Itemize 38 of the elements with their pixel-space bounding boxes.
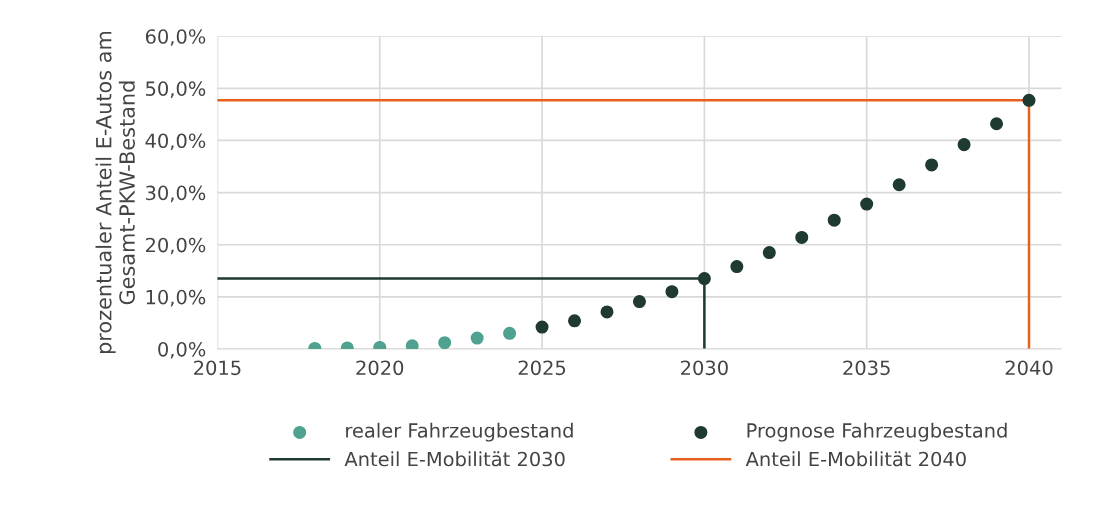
legend-label: Anteil E-Mobilität 2040 (745, 451, 966, 467)
y-tick-label: 50,0% (146, 81, 206, 98)
y-axis-title: prozentualer Anteil E-Autos am Gesamt-PKW-Bestand (95, 31, 135, 354)
point (600, 305, 614, 319)
point (503, 326, 517, 340)
point (795, 230, 809, 244)
y-tick-label: 20,0% (145, 237, 206, 255)
x-tick-label: 2015 (194, 360, 241, 376)
point (762, 246, 776, 260)
point (730, 260, 744, 274)
point (990, 117, 1004, 131)
point (632, 295, 646, 309)
point (925, 158, 939, 172)
legend-label: Prognose Fahrzeugbestand (747, 422, 1007, 442)
point (470, 331, 484, 345)
legend-label: realer Fahrzeugbestand (346, 422, 573, 442)
y-tick-label: 60,0% (145, 29, 206, 46)
point (827, 213, 841, 227)
y-tick-label: 30,0% (146, 185, 206, 203)
x-tick-label: 2040 (1005, 360, 1053, 376)
y-tick-label: 0,0% (158, 341, 206, 359)
y-tick-label: 10,0% (146, 289, 206, 307)
point (665, 285, 679, 299)
legend-label: Anteil E-Mobilität 2030 (344, 451, 565, 467)
point (697, 272, 711, 286)
point (892, 178, 906, 192)
x-tick-label: 2020 (356, 360, 404, 376)
x-tick-label: 2035 (843, 360, 890, 376)
point (860, 197, 874, 211)
point (957, 138, 971, 152)
point (568, 314, 582, 328)
point (438, 336, 452, 349)
point (535, 320, 549, 334)
point (405, 339, 419, 349)
x-tick-label: 2030 (681, 360, 728, 376)
y-tick-label: 40,0% (145, 133, 206, 151)
x-tick-label: 2025 (518, 360, 566, 376)
point (1022, 93, 1036, 107)
